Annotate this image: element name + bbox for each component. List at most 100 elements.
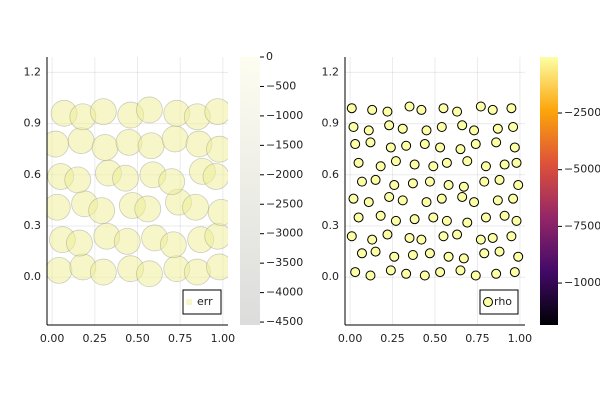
point	[67, 127, 95, 155]
point	[499, 210, 510, 221]
point	[407, 250, 418, 261]
point	[491, 137, 502, 148]
point	[491, 268, 502, 279]
point	[89, 98, 117, 126]
point	[475, 234, 486, 245]
colorbar	[240, 57, 260, 325]
point	[409, 159, 420, 170]
point	[390, 215, 401, 226]
point	[407, 178, 418, 189]
y-tick-label: 0.0	[322, 270, 340, 283]
point	[511, 157, 522, 168]
point	[384, 191, 395, 202]
colorbar-tick-label: −3500	[266, 256, 303, 269]
colorbar-tick-label: −4000	[266, 286, 303, 299]
point	[202, 163, 228, 190]
point	[370, 246, 381, 257]
point	[370, 174, 381, 185]
point	[346, 103, 357, 114]
colorbar-tick-label: −2500	[564, 106, 600, 119]
point	[47, 130, 69, 158]
point	[363, 197, 374, 208]
point	[419, 270, 430, 281]
colorbar-tick-label: −4500	[266, 315, 303, 328]
point	[382, 229, 393, 240]
point	[494, 174, 505, 185]
point	[182, 193, 209, 221]
point	[363, 125, 374, 136]
point	[385, 265, 396, 276]
point	[436, 193, 447, 204]
point	[64, 166, 92, 194]
point	[424, 248, 435, 259]
point	[479, 176, 490, 187]
x-tick-label: 0.75	[465, 332, 490, 345]
point	[204, 98, 228, 126]
point	[511, 215, 522, 226]
legend-swatch	[186, 299, 192, 305]
y-tick-label: 1.2	[322, 65, 340, 78]
point	[350, 139, 361, 150]
point	[375, 161, 386, 172]
x-tick-label: 0.25	[380, 332, 405, 345]
point	[365, 137, 376, 148]
colorbar-tick-label: −3000	[266, 227, 303, 240]
point	[435, 267, 446, 278]
y-tick-label: 0.6	[24, 168, 42, 181]
point	[204, 222, 228, 250]
point	[113, 227, 141, 255]
point	[397, 123, 408, 134]
point	[443, 251, 454, 262]
point	[390, 156, 401, 167]
point	[206, 135, 228, 163]
point	[487, 232, 498, 243]
point	[66, 229, 93, 257]
point	[506, 103, 517, 114]
x-tick-label: 0.00	[338, 332, 363, 345]
point	[136, 260, 163, 288]
point	[397, 195, 408, 206]
point	[89, 258, 117, 286]
point	[494, 246, 505, 257]
point	[404, 101, 415, 112]
point	[452, 229, 463, 240]
x-tick-label: 1.00	[211, 332, 236, 345]
point	[457, 191, 468, 202]
point	[382, 106, 393, 117]
y-tick-label: 0.3	[24, 219, 42, 232]
point	[389, 251, 400, 262]
point	[428, 161, 439, 172]
point	[47, 256, 73, 284]
point	[404, 232, 415, 243]
colorbar-tick-label: −7500	[564, 219, 600, 232]
point	[367, 234, 378, 245]
y-tick-label: 0.0	[24, 270, 42, 283]
point	[159, 231, 187, 259]
point	[348, 193, 359, 204]
y-tick-label: 0.9	[24, 117, 42, 130]
point	[443, 180, 454, 191]
point	[455, 144, 466, 155]
point	[421, 197, 432, 208]
point	[158, 168, 186, 196]
point	[346, 231, 357, 242]
point	[409, 214, 420, 225]
point	[207, 198, 228, 226]
point	[509, 142, 520, 153]
point	[492, 195, 503, 206]
point	[436, 121, 447, 132]
point	[424, 176, 435, 187]
legend-label: rho	[494, 295, 512, 308]
colorbar-tick-label: −2500	[266, 197, 303, 210]
x-tick-label: 0.50	[423, 332, 448, 345]
y-tick-label: 1.2	[24, 65, 42, 78]
point	[458, 181, 469, 192]
point	[183, 258, 211, 286]
point	[350, 267, 361, 278]
point	[206, 253, 228, 281]
point	[136, 96, 163, 124]
legend-label: err	[197, 295, 213, 308]
legend-swatch	[483, 297, 493, 307]
point	[401, 268, 412, 279]
